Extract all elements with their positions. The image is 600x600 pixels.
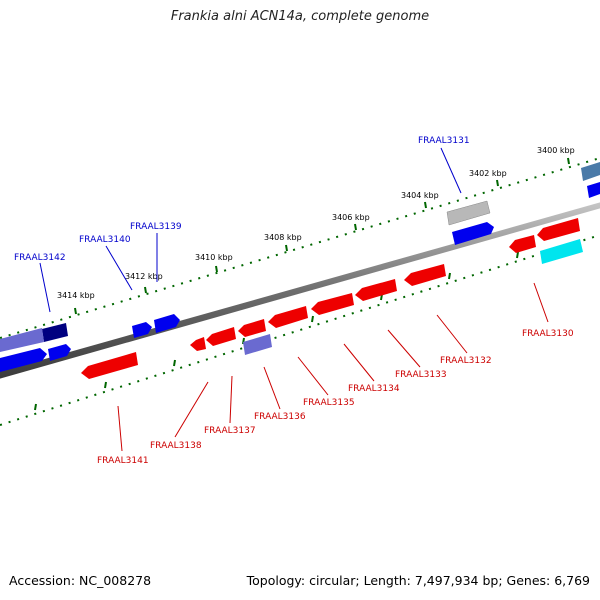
major-tick (215, 265, 218, 273)
gene-arrow-fraal3135 (268, 306, 308, 328)
gene-label[interactable]: FRAAL3133 (395, 370, 447, 380)
major-tick (496, 179, 499, 187)
gene-label[interactable]: FRAAL3131 (418, 136, 470, 146)
leader-fraal3131 (440, 147, 462, 194)
gene-arrow-grey (446, 200, 491, 226)
gene-arrow-fraal3142 (48, 344, 71, 361)
gene-arrow-navy (42, 323, 68, 342)
forward-leaders (39, 147, 462, 313)
major-tick (567, 157, 570, 165)
major-tick (424, 201, 427, 209)
leader-fraal3136 (263, 366, 281, 410)
major-tick (144, 286, 147, 294)
gene-arrow-fraal3138 (190, 337, 206, 351)
gene-arrow-fraal3133 (355, 279, 397, 301)
major-tick (354, 223, 357, 231)
leader-fraal3142 (39, 262, 51, 313)
reverse-gene-labels: FRAAL3130 FRAAL3132 FRAAL3133 FRAAL3134 … (97, 329, 574, 466)
gene-label[interactable]: FRAAL3139 (130, 222, 182, 232)
leader-fraal3134 (343, 343, 375, 382)
genome-summary-text: Topology: circular; Length: 7,497,934 bp… (246, 573, 590, 588)
inner-major-ticks (34, 251, 519, 411)
forward-gene-labels: FRAAL3131 FRAAL3139 FRAAL3140 FRAAL3142 (14, 136, 470, 263)
leader-fraal3138 (174, 381, 209, 438)
major-tick (516, 251, 519, 259)
gene-arrow-fraal3141 (81, 352, 138, 379)
major-tick (173, 359, 176, 367)
gene-arrow-fraal3137 (206, 327, 236, 346)
gene-label[interactable]: FRAAL3141 (97, 456, 149, 466)
accession-text: Accession: NC_008278 (9, 573, 152, 588)
gene-arrow-steel (581, 162, 600, 181)
map-title: Frankia alni ACN14a, complete genome (170, 9, 430, 24)
inner-scale-dots (0, 234, 600, 426)
gene-label[interactable]: FRAAL3130 (522, 329, 574, 339)
scale-label: 3408 kbp (264, 233, 302, 242)
gene-arrow-blue (587, 182, 600, 198)
gene-arrow-fraal3140 (132, 322, 152, 338)
major-tick (311, 315, 314, 323)
major-tick (448, 272, 451, 280)
major-tick (285, 244, 288, 252)
scale-label: 3406 kbp (332, 213, 370, 222)
leader-fraal3132 (436, 314, 468, 354)
gene-arrow-fraal3132 (404, 264, 446, 286)
major-tick (74, 307, 77, 315)
gene-arrow-fraal3130-a (509, 235, 536, 253)
gene-arrow-cyan (540, 239, 583, 264)
gene-label[interactable]: FRAAL3134 (348, 384, 400, 394)
scale-label: 3410 kbp (195, 253, 233, 262)
reverse-leaders (117, 282, 549, 452)
gene-label[interactable]: FRAAL3142 (14, 253, 66, 263)
gene-arrow-blue-left (0, 348, 47, 372)
gene-arrow-fraal3136 (238, 319, 266, 337)
leader-fraal3137 (229, 375, 233, 424)
outer-major-ticks (74, 157, 570, 315)
major-tick (104, 381, 107, 389)
gene-arrow-fraal3130-b (537, 218, 580, 241)
scale-label: 3412 kbp (125, 272, 163, 281)
scale-label: 3400 kbp (537, 146, 575, 155)
leader-fraal3130 (533, 282, 549, 323)
inner-scale-track (0, 234, 600, 426)
leader-fraal3133 (387, 329, 421, 368)
gene-arrow-slate (0, 328, 44, 352)
gene-arrow-fraal3131 (452, 222, 494, 245)
leader-fraal3135 (297, 356, 329, 396)
major-tick (34, 403, 37, 411)
gene-arrow-fraal3139 (154, 314, 180, 333)
gene-arrow-slate-mid (243, 334, 272, 355)
gene-label[interactable]: FRAAL3136 (254, 412, 306, 422)
reverse-genes (81, 218, 583, 379)
scale-label: 3402 kbp (469, 169, 507, 178)
outer-scale-track (0, 157, 600, 339)
outer-scale-dots (0, 157, 600, 339)
gene-label[interactable]: FRAAL3132 (440, 356, 492, 366)
gene-label[interactable]: FRAAL3137 (204, 426, 256, 436)
gene-label[interactable]: FRAAL3138 (150, 441, 202, 451)
gene-label[interactable]: FRAAL3140 (79, 235, 131, 245)
leader-fraal3141 (117, 405, 123, 452)
gene-arrow-fraal3134 (311, 293, 354, 315)
scale-label: 3414 kbp (57, 291, 95, 300)
scale-labels: 3400 kbp 3402 kbp 3404 kbp 3406 kbp 3408… (57, 146, 575, 300)
forward-genes (0, 162, 600, 372)
gene-label[interactable]: FRAAL3135 (303, 398, 355, 408)
scale-label: 3404 kbp (401, 191, 439, 200)
genome-backbone (0, 202, 600, 379)
leader-fraal3140 (105, 245, 133, 291)
